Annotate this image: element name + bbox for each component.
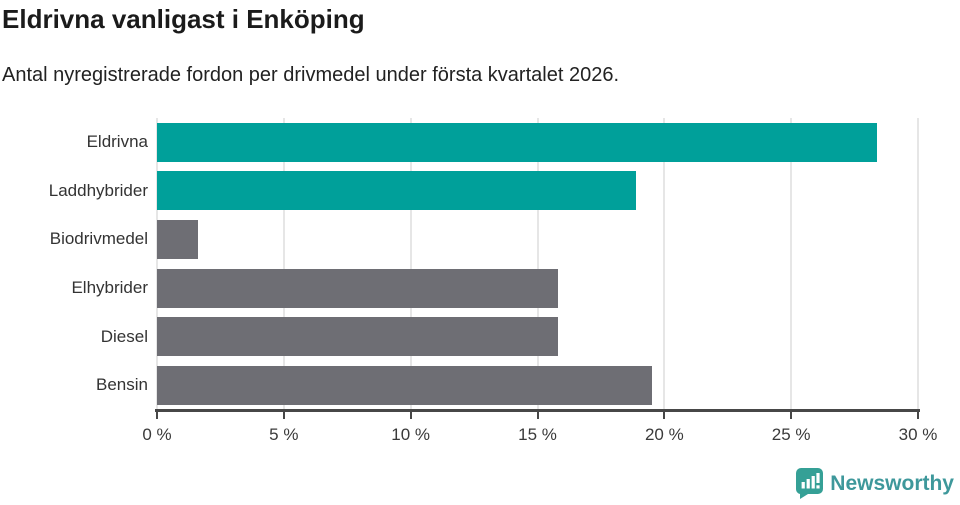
- gridline-15: [536, 118, 539, 410]
- x-tick-label: 25 %: [771, 425, 811, 444]
- newsworthy-logo-icon: [796, 468, 824, 499]
- gridline-25: [790, 118, 793, 410]
- x-tick-label: 30 %: [898, 425, 938, 444]
- x-tick-label: 20 %: [644, 425, 684, 444]
- bar-label: Elhybrider: [71, 278, 148, 297]
- gridline-0: [156, 118, 158, 410]
- x-tick-10: [409, 412, 412, 419]
- bar-label: Bensin: [96, 375, 148, 395]
- x-tick-25: [790, 412, 793, 419]
- x-tick-30: [917, 412, 919, 419]
- bar: [157, 171, 637, 211]
- x-tick-label: 10 %: [391, 425, 431, 444]
- bar-label: Eldrivna: [86, 132, 148, 151]
- bar-row-2: Biodrivmedel: [50, 215, 918, 264]
- x-tick-0: [156, 412, 158, 419]
- bar: [157, 268, 558, 308]
- bar: [157, 122, 878, 162]
- bar-row-1: Laddhybrider: [49, 167, 918, 216]
- bar-label: Laddhybrider: [48, 180, 148, 200]
- gridline-10: [409, 118, 412, 410]
- x-tick-label: 15 %: [518, 425, 557, 444]
- x-tick-label: 0 %: [142, 425, 172, 444]
- chart-subtitle: Antal nyregistrerade fordon per drivmede…: [2, 64, 620, 86]
- chart-title: Eldrivna vanligast i Enköping: [2, 4, 365, 34]
- x-axis-line: [155, 409, 920, 412]
- bar-row-4: Diesel: [101, 313, 918, 362]
- bar: [157, 220, 198, 260]
- gridline-20: [663, 118, 666, 410]
- bar-label: Diesel: [100, 326, 148, 346]
- x-tick-5: [282, 412, 285, 419]
- brand-name: Newsworthy: [830, 472, 954, 495]
- plot-area: Eldrivna Laddhybrider Biodrivmedel Elhybrid…: [49, 118, 919, 410]
- brand-footer: Newsworthy: [796, 468, 954, 499]
- bar: [157, 366, 652, 406]
- bar-label: Biodrivmedel: [49, 229, 148, 249]
- bar: [157, 317, 558, 357]
- bar-row-5: Bensin: [96, 361, 918, 410]
- x-tick-label: 5 %: [269, 425, 299, 444]
- bar-row-3: Elhybrider: [71, 264, 918, 313]
- gridline-5: [282, 118, 285, 410]
- x-tick-20: [663, 412, 666, 419]
- gridline-30: [917, 118, 919, 410]
- x-tick-15: [536, 412, 539, 419]
- bar-row-0: Eldrivna: [87, 118, 918, 167]
